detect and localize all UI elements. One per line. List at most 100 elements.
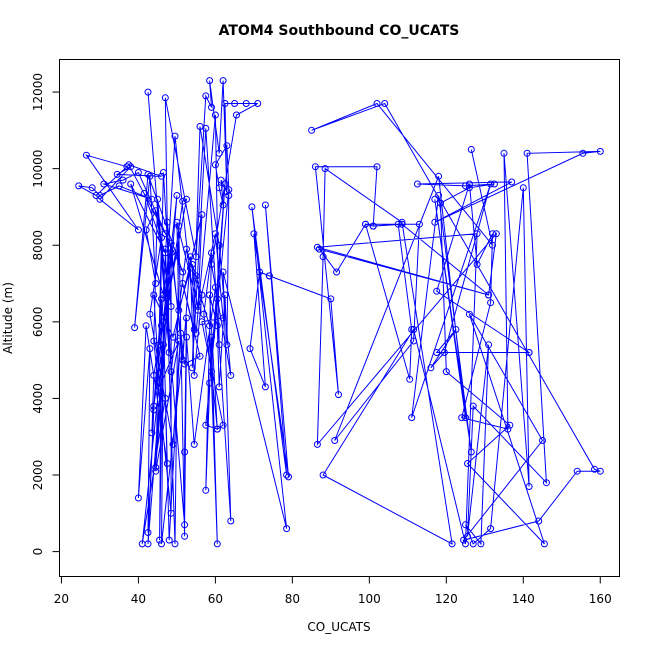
data-point [194,303,202,310]
data-point [183,245,190,253]
data-point [452,326,460,333]
y-tick-label: 2000 [31,460,45,491]
data-point [215,149,223,157]
data-point [223,142,231,150]
data-point [208,103,215,111]
data-point [159,169,167,176]
data-point [146,310,154,318]
x-tick-label: 120 [435,592,458,606]
data-point [144,529,152,536]
data-point [88,184,96,192]
y-tick-label: 0 [31,548,45,556]
data-point [161,394,169,402]
data-point [223,341,231,349]
data-point [165,349,173,356]
y-tick-label: 8000 [31,230,45,261]
data-point [208,368,215,376]
data-point [219,268,227,276]
data-point [246,345,254,353]
data-point [158,172,165,180]
data-point [215,184,223,192]
y-tick-label: 10000 [31,150,45,188]
data-point [467,146,475,153]
data-point [202,421,210,429]
data-point [119,176,127,184]
data-point [152,467,160,475]
data-point [167,239,175,247]
data-point [152,280,160,287]
data-point [140,190,148,197]
data-point [171,132,179,140]
data-point [206,291,214,299]
data-point [179,280,187,287]
data-point [373,100,381,107]
data-point [202,92,210,100]
data-point [313,440,321,448]
data-point [231,100,239,107]
data-point [167,509,175,517]
data-point [188,364,196,372]
data-point [250,230,258,238]
data-point [373,163,381,171]
data-point [163,460,171,467]
data-point [150,371,158,379]
data-point [190,440,198,448]
data-point [394,220,402,228]
data-point [591,465,598,473]
data-point [179,268,187,276]
data-point [171,540,179,548]
data-point [208,260,215,268]
data-point [410,326,418,333]
data-point [92,192,100,199]
data-point [175,337,183,345]
data-point [221,180,229,188]
data-point [177,329,185,337]
data-point [165,536,173,544]
data-point [150,337,158,345]
data-point [192,329,200,337]
data-point [542,479,550,487]
data-point [186,253,194,261]
data-point [477,540,485,548]
data-point [190,326,198,333]
data-point [156,383,164,391]
data-point [487,525,495,533]
data-point [175,222,183,230]
data-point [219,421,227,429]
data-point [202,124,210,132]
data-point [146,172,154,180]
data-point [410,337,418,345]
data-point [167,303,175,310]
data-point [413,180,421,188]
data-point [283,471,291,479]
y-tick-label: 4000 [31,383,45,414]
data-point [215,341,223,349]
data-point [150,406,158,414]
data-point [125,161,133,169]
y-axis-label: Altitude (m) [1,282,15,354]
data-point [158,234,165,242]
data-point [462,521,469,529]
data-point [219,77,227,85]
data-point [431,218,439,226]
data-point [127,180,135,188]
y-tick-label: 12000 [31,73,45,111]
data-point [519,184,527,192]
data-point [313,243,321,251]
data-point [167,368,175,376]
data-point [408,326,416,333]
x-tick-label: 80 [285,592,300,606]
data-point [175,306,183,314]
data-point [198,318,206,326]
data-point [473,260,481,268]
data-point [465,184,473,192]
x-tick-label: 140 [512,592,535,606]
data-point [215,383,223,391]
data-point [134,169,142,176]
data-point [319,471,327,479]
data-point [144,540,152,548]
x-tick-label: 60 [208,592,223,606]
data-point [489,241,496,249]
data-point [144,170,152,178]
data-point [208,249,215,257]
